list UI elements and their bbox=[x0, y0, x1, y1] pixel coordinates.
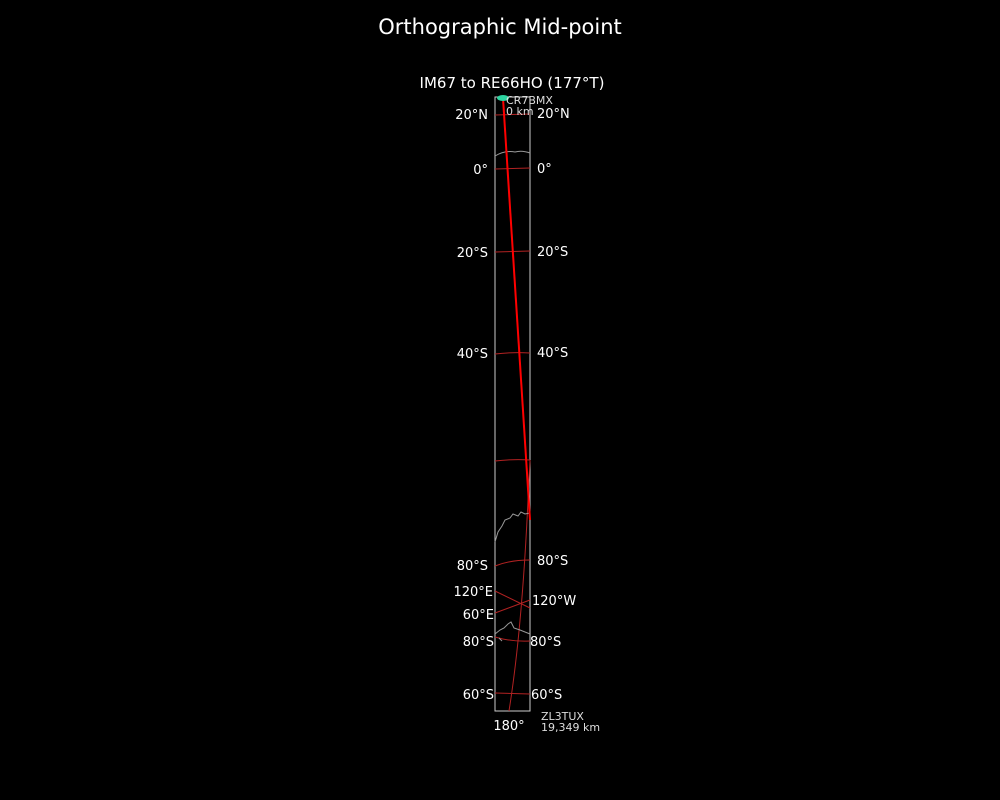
lat-label: 20°S bbox=[537, 245, 568, 260]
lat-label: 0° bbox=[537, 162, 552, 177]
map-subtitle: IM67 to RE66HO (177°T) bbox=[420, 74, 605, 92]
lat-label: 20°S bbox=[457, 246, 488, 261]
great-circle-path bbox=[502, 97, 531, 521]
start-callsign: CR7BMX bbox=[506, 94, 553, 107]
right-labels: 20°N 0° 20°S 40°S 80°S 120°W 80°S 60°S bbox=[530, 107, 576, 703]
lon-label: 120°W bbox=[532, 594, 576, 609]
lon-label-bottom: 180° bbox=[493, 719, 524, 734]
left-labels: 20°N 0° 20°S 40°S 80°S 120°E 60°E 80°S 6… bbox=[453, 108, 494, 703]
lon-label: 120°E bbox=[453, 585, 493, 600]
lat-label: 20°N bbox=[537, 107, 570, 122]
map-frame bbox=[494, 96, 531, 712]
end-distance: 19,349 km bbox=[541, 721, 600, 734]
end-callsign: ZL3TUX bbox=[541, 710, 584, 723]
start-distance: 0 km bbox=[506, 105, 534, 118]
graticule bbox=[494, 113, 531, 712]
lat-label: 40°S bbox=[537, 346, 568, 361]
coastlines bbox=[494, 150, 531, 642]
figure-title: Orthographic Mid-point bbox=[378, 15, 622, 39]
lat-label: 0° bbox=[473, 163, 488, 178]
lat-label: 80°S bbox=[537, 554, 568, 569]
lat-label: 80°S bbox=[457, 559, 488, 574]
start-marker bbox=[497, 95, 509, 101]
lat-label: 80°S bbox=[463, 635, 494, 650]
lon-label: 60°E bbox=[463, 608, 494, 623]
lat-label: 80°S bbox=[530, 635, 561, 650]
lat-label: 60°S bbox=[463, 688, 494, 703]
lat-label: 20°N bbox=[455, 108, 488, 123]
lat-label: 60°S bbox=[531, 688, 562, 703]
lat-label: 40°S bbox=[457, 347, 488, 362]
